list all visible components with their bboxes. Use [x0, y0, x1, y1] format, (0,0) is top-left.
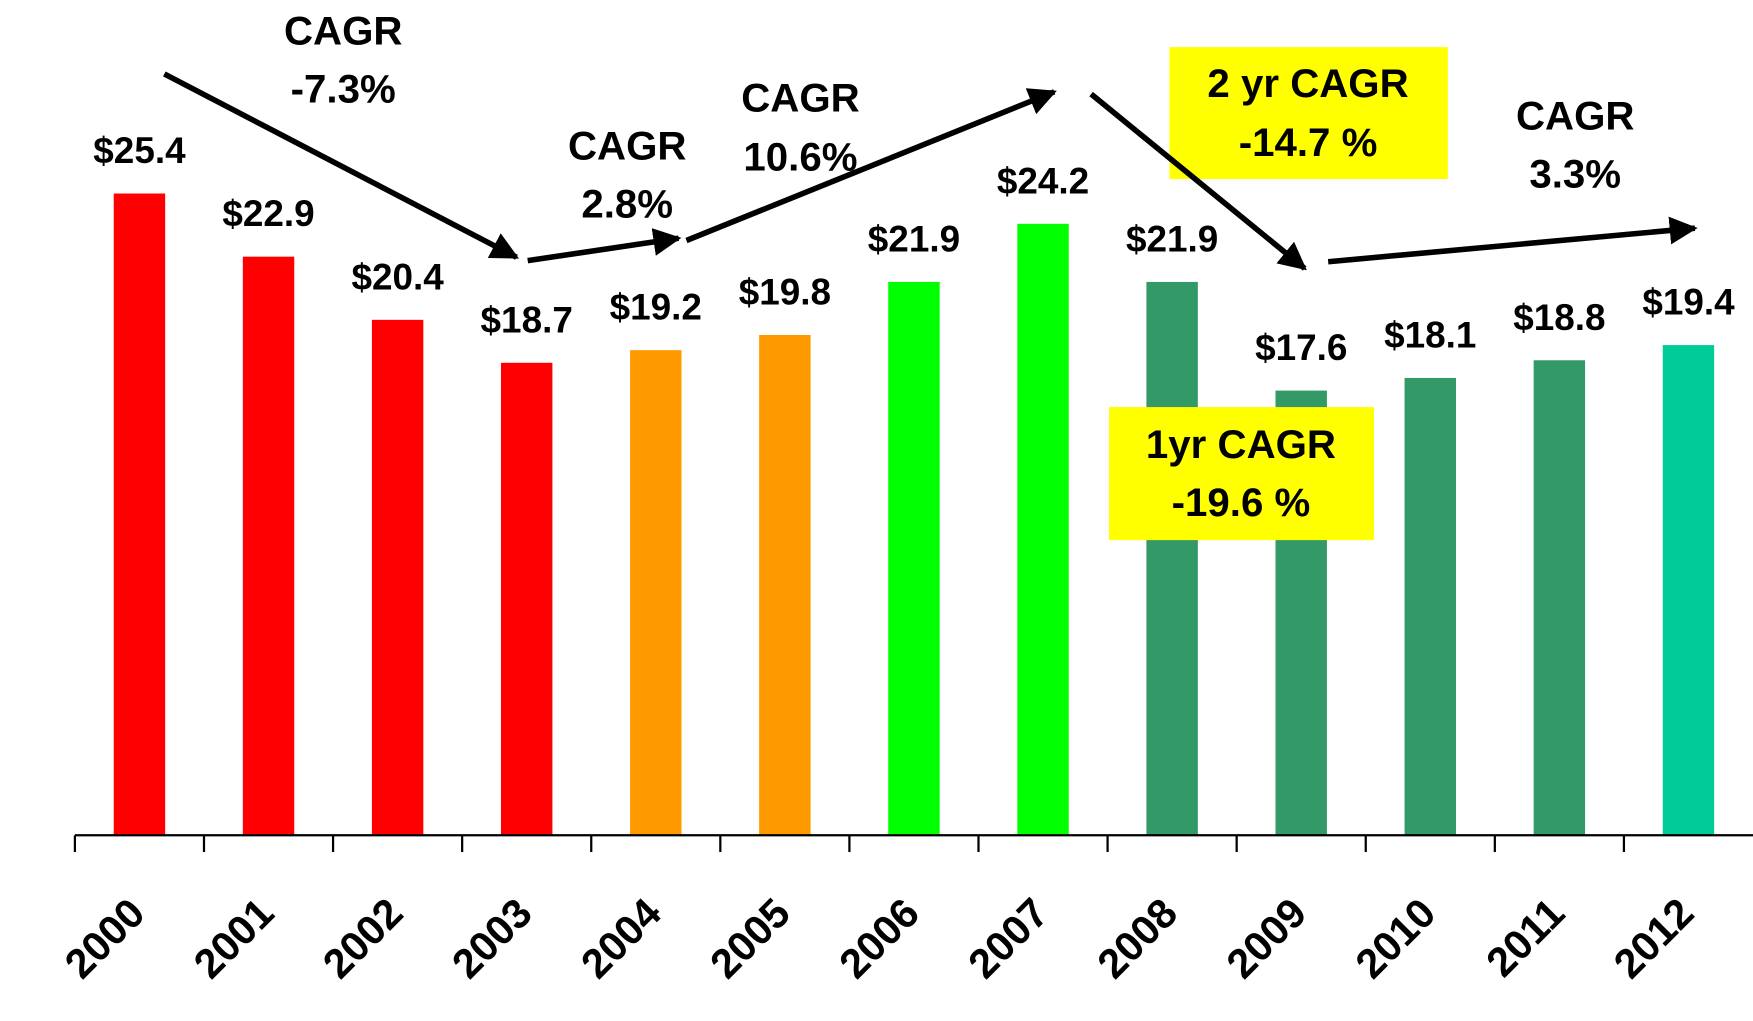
value-label: $18.1: [1384, 314, 1476, 355]
annotation: 3.3%: [1529, 151, 1621, 196]
annotation: -19.6 %: [1172, 480, 1311, 525]
arrow: [1089, 91, 1307, 271]
bar: [500, 362, 553, 836]
x-tick-label: 2002: [314, 890, 412, 988]
x-tick-label: 2009: [1218, 890, 1316, 988]
bar: [1146, 281, 1198, 836]
x-tick-label: 2004: [572, 890, 670, 988]
bar: [1017, 223, 1069, 836]
value-label: $18.8: [1513, 297, 1605, 338]
annotation: CAGR: [1516, 93, 1634, 138]
arrow: [1327, 216, 1698, 265]
value-label: $22.9: [222, 193, 314, 234]
arrows: [163, 71, 1698, 271]
value-label: $21.9: [1126, 218, 1218, 259]
bar: [759, 334, 811, 836]
bar: [113, 193, 166, 836]
value-label: $20.4: [351, 256, 444, 297]
bar: [888, 281, 940, 836]
annotation-box: [1169, 47, 1448, 180]
x-tick-label: 2012: [1605, 890, 1703, 988]
x-tick-label: 2006: [830, 890, 928, 988]
annotation: CAGR: [284, 8, 402, 53]
annotation: -14.7 %: [1239, 120, 1378, 165]
value-label: $24.2: [997, 160, 1089, 201]
value-label: $19.2: [610, 287, 702, 328]
bar: [1404, 377, 1457, 836]
value-label: $25.4: [93, 130, 186, 171]
bar: [242, 256, 295, 836]
x-tick-label: 2005: [701, 890, 799, 988]
x-tick-label: 2011: [1477, 890, 1573, 986]
annotation: 2.8%: [581, 182, 673, 227]
x-tick-label: 2003: [443, 890, 541, 988]
value-label: $19.8: [739, 272, 831, 313]
value-label: $19.4: [1642, 282, 1735, 323]
arrow: [527, 228, 682, 264]
bar: [630, 350, 682, 836]
annotation: -7.3%: [291, 66, 396, 111]
arrow: [685, 88, 1057, 244]
x-tick-label: 2010: [1347, 890, 1445, 988]
annotation-box: [1109, 407, 1375, 541]
value-label: $17.6: [1255, 327, 1347, 368]
x-tick-label: 2008: [1089, 890, 1187, 988]
annotation: CAGR: [741, 75, 859, 120]
arrow: [163, 71, 519, 260]
x-tick-label: 2001: [185, 890, 283, 988]
bar: [1533, 360, 1586, 836]
x-tick-label: 2007: [960, 890, 1058, 988]
x-tick-label: 2000: [56, 890, 154, 988]
annotation: CAGR: [568, 123, 686, 168]
annotation: 1yr CAGR: [1146, 422, 1336, 467]
annotation: 2 yr CAGR: [1207, 61, 1408, 106]
bar: [371, 319, 424, 836]
bar: [1662, 345, 1715, 836]
value-label: $21.9: [868, 218, 960, 259]
annotation: 10.6%: [743, 135, 857, 180]
value-label: $18.7: [481, 299, 573, 340]
